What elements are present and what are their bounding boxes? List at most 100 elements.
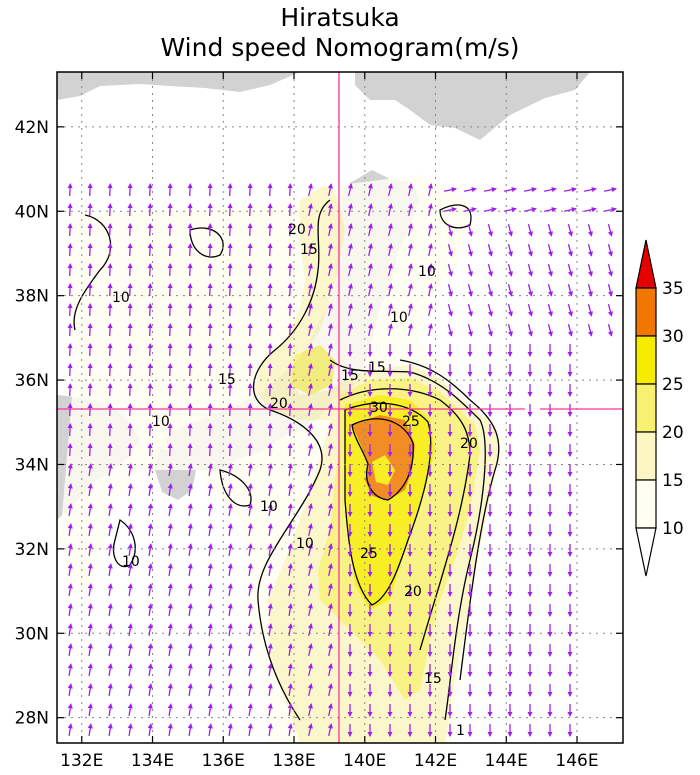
wind-vector-arrow <box>227 302 233 317</box>
wind-vector-arrow <box>427 263 433 277</box>
contour-10-east <box>399 359 500 681</box>
wind-vector-arrow <box>127 242 133 257</box>
wind-vector-arrow <box>387 303 393 317</box>
wind-vector-arrow <box>307 403 313 417</box>
wind-vector-arrow <box>67 543 73 556</box>
contour-layer <box>73 199 500 721</box>
wind-vector-arrow <box>607 224 613 237</box>
wind-vector-arrow <box>603 207 617 213</box>
wind-vector-arrow <box>147 563 153 576</box>
wind-vector-arrow <box>267 623 273 636</box>
wind-vector-arrow <box>607 304 613 317</box>
wind-vector-layer <box>67 182 617 738</box>
wind-vector-arrow <box>267 262 273 277</box>
wind-vector-arrow <box>147 683 153 696</box>
wind-vector-arrow <box>387 243 393 257</box>
contour-label: 25 <box>402 414 420 430</box>
wind-vector-arrow <box>107 402 113 417</box>
wind-vector-arrow <box>87 603 93 616</box>
wind-vector-arrow <box>127 262 133 277</box>
wind-vector-arrow <box>147 202 153 217</box>
wind-vector-arrow <box>307 703 313 717</box>
wind-vector-arrow <box>127 603 133 616</box>
wind-vector-arrow <box>287 282 293 297</box>
wind-vector-arrow <box>327 363 333 377</box>
wind-vector-arrow <box>127 202 133 217</box>
wind-vector-arrow <box>287 663 293 676</box>
wind-vector-arrow <box>127 182 133 197</box>
wind-vector-arrow <box>307 623 313 637</box>
wind-vector-arrow <box>107 503 113 516</box>
chart-title-line1: Hiratsuka <box>280 3 399 32</box>
wind-vector-arrow <box>587 264 593 277</box>
wind-vector-arrow <box>287 182 293 197</box>
wind-vector-arrow <box>327 343 333 357</box>
wind-vector-arrow <box>127 683 133 696</box>
wind-vector-arrow <box>127 322 133 337</box>
contour-labels: 10 10 10 10 10 10 10 15 15 15 15 20 20 2… <box>112 222 478 739</box>
colorbar-segment <box>635 383 657 433</box>
wind-vector-arrow <box>87 302 93 317</box>
wind-vector-arrow <box>67 422 73 437</box>
wind-vector-arrow <box>87 523 93 536</box>
wind-vector-arrow <box>167 643 173 656</box>
wind-vector-arrow <box>527 244 533 257</box>
wind-vector-arrow <box>507 324 513 337</box>
lat-tick-labels: 28N 30N 32N 34N 36N 38N 40N 42N <box>15 118 49 729</box>
wind-vector-arrow <box>87 643 93 656</box>
wind-vector-arrow <box>107 422 113 437</box>
wind-vector-arrow <box>367 203 373 217</box>
lon-tick-label: 132E <box>60 751 103 771</box>
wind-vector-arrow <box>563 187 577 193</box>
wind-vector-arrow <box>307 643 313 657</box>
wind-vector-arrow <box>107 523 113 536</box>
wind-vector-arrow <box>267 342 273 357</box>
wind-vector-arrow <box>127 342 133 357</box>
wind-vector-arrow <box>127 402 133 417</box>
wind-vector-arrow <box>267 703 273 716</box>
wind-vector-arrow <box>187 583 193 596</box>
wind-vector-arrow <box>207 202 213 217</box>
contour-15 <box>329 359 486 721</box>
wind-vector-arrow <box>247 442 253 457</box>
wind-vector-arrow <box>107 222 113 237</box>
wind-vector-arrow <box>267 723 273 736</box>
wind-vector-arrow <box>327 323 333 337</box>
wind-vector-arrow <box>207 483 213 496</box>
wind-vector-arrow <box>567 264 573 277</box>
wind-vector-arrow <box>347 323 353 337</box>
wind-vector-arrow <box>87 703 93 716</box>
wind-vector-arrow <box>307 283 313 297</box>
wind-vector-arrow <box>267 322 273 337</box>
wind-vector-arrow <box>267 683 273 696</box>
chart-title-line2: Wind speed Nomogram(m/s) <box>160 33 519 62</box>
wind-vector-arrow <box>167 723 173 736</box>
wind-vector-arrow <box>327 683 333 697</box>
wind-vector-arrow <box>67 523 73 536</box>
wind-vector-arrow <box>447 264 453 277</box>
wind-vector-arrow <box>427 183 433 197</box>
wind-vector-arrow <box>67 202 73 217</box>
wind-vector-arrow <box>147 442 153 457</box>
wind-vector-arrow <box>127 442 133 457</box>
wind-vector-arrow <box>387 283 393 297</box>
wind-vector-arrow <box>207 282 213 297</box>
wind-vector-arrow <box>87 242 93 257</box>
wind-vector-arrow <box>327 203 333 217</box>
wind-vector-arrow <box>447 304 453 317</box>
wind-vector-arrow <box>287 422 293 437</box>
wind-vector-arrow <box>563 207 577 213</box>
wind-vector-arrow <box>167 222 173 237</box>
wind-vector-arrow <box>187 563 193 576</box>
wind-vector-arrow <box>287 563 293 576</box>
wind-vector-arrow <box>327 183 333 197</box>
contour-label: 10 <box>152 414 170 430</box>
wind-vector-arrow <box>107 623 113 636</box>
wind-vector-arrow <box>327 243 333 257</box>
wind-vector-arrow <box>247 623 253 636</box>
wind-vector-arrow <box>67 623 73 636</box>
wind-vector-arrow <box>247 643 253 656</box>
wind-vector-arrow <box>207 242 213 257</box>
wind-vector-arrow <box>127 563 133 576</box>
wind-vector-arrow <box>147 463 153 476</box>
